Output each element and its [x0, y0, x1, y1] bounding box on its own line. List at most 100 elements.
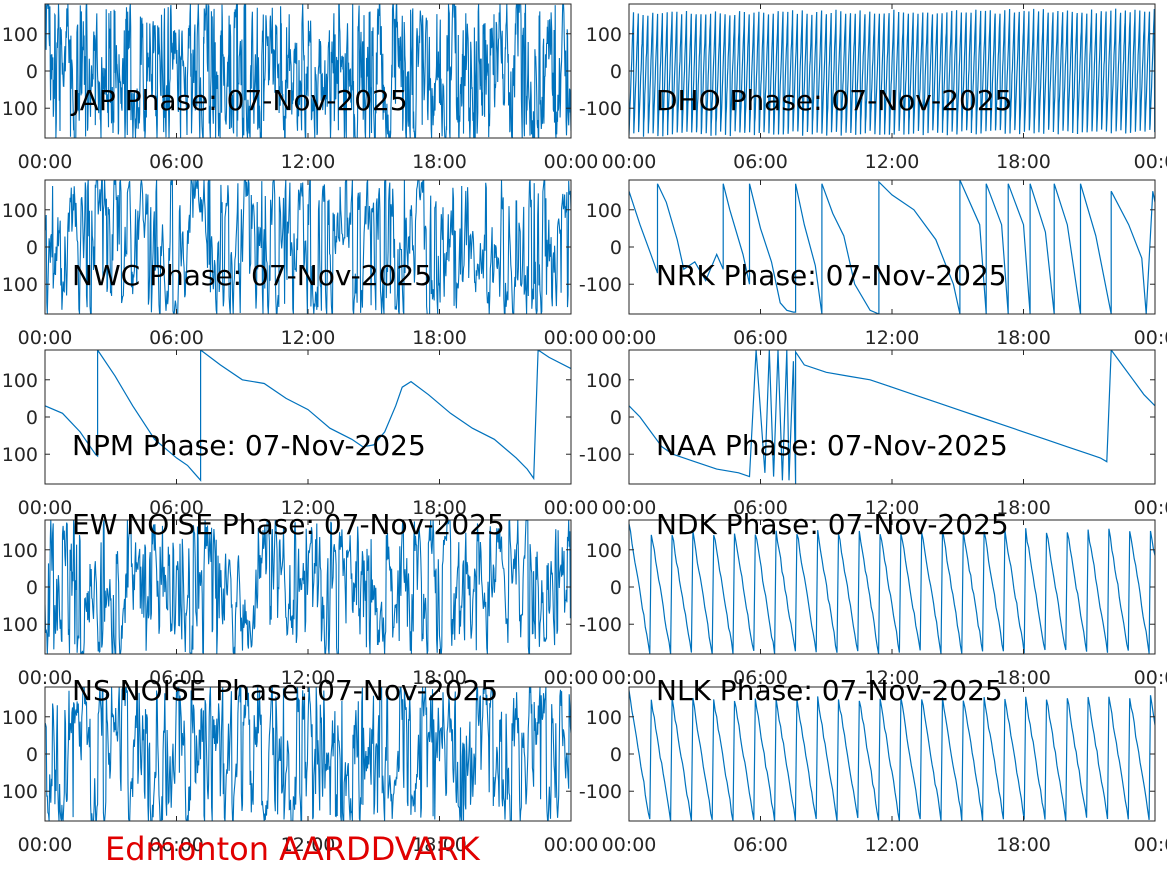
x-tick-label: 06:00 — [149, 834, 204, 856]
x-tick-label: 00:00 — [602, 497, 657, 519]
x-tick-label: 00:00 — [544, 497, 599, 519]
x-tick-label: 00:00 — [544, 834, 599, 856]
x-tick-label: 06:00 — [149, 667, 204, 689]
phase-panel: 100 0 -100 00:00 06:00 12:00 18:00 00:0 NRK Phas… — [579, 179, 1167, 349]
y-tick-label: 100 — [2, 781, 38, 803]
y-tick-label: -100 — [579, 781, 622, 803]
phase-series-line — [629, 350, 1155, 484]
panel-title: NLK Phase: 07-Nov-2025 — [656, 674, 1003, 707]
y-tick-label: 100 — [586, 540, 622, 562]
panel-title: NAA Phase: 07-Nov-2025 — [656, 429, 1008, 462]
y-tick-label: 100 — [2, 540, 38, 562]
x-tick-label: 00:0 — [1134, 151, 1167, 173]
x-tick-label: 00:00 — [602, 327, 657, 349]
phase-panel: 100 0 -100 00:00 06:00 12:00 18:00 00:0 NDK Phas… — [579, 508, 1167, 689]
x-tick-label: 18:00 — [412, 327, 467, 349]
x-tick-label: 06:00 — [733, 151, 788, 173]
x-tick-label: 00:00 — [602, 834, 657, 856]
y-tick-label: 100 — [2, 614, 38, 636]
x-tick-label: 18:00 — [412, 834, 467, 856]
y-tick-label: 0 — [610, 744, 622, 766]
x-tick-label: 18:00 — [412, 151, 467, 173]
panel-title: NDK Phase: 07-Nov-2025 — [656, 508, 1009, 541]
phase-series-line — [45, 687, 571, 821]
phase-series-line — [629, 180, 1155, 314]
axes-box — [628, 179, 1156, 315]
x-tick-label: 06:00 — [149, 327, 204, 349]
x-tick-label: 12:00 — [281, 327, 336, 349]
y-tick-label: 100 — [586, 200, 622, 222]
axes-box — [44, 349, 572, 485]
panel-title: NPM Phase: 07-Nov-2025 — [72, 429, 426, 462]
x-tick-label: 00:00 — [18, 667, 73, 689]
x-tick-label: 18:00 — [996, 151, 1051, 173]
phase-panel: 100 0 100 00:00 06:00 12:00 18:00 00:00 NWC Phas… — [2, 179, 599, 349]
y-tick-label: 100 — [2, 98, 38, 120]
x-tick-label: 06:00 — [149, 151, 204, 173]
y-tick-label: 100 — [586, 24, 622, 46]
y-tick-label: 100 — [2, 200, 38, 222]
y-tick-label: 0 — [610, 407, 622, 429]
x-tick-label: 00:0 — [1134, 497, 1167, 519]
x-tick-label: 00:00 — [602, 151, 657, 173]
phase-series-line — [45, 180, 571, 314]
y-tick-label: 0 — [610, 577, 622, 599]
panel-title: NS NOISE Phase: 07-Nov-2025 — [72, 674, 498, 707]
x-tick-label: 18:00 — [996, 497, 1051, 519]
y-tick-label: 0 — [26, 237, 38, 259]
phase-panel: 100 0 100 00:00 06:00 12:00 18:00 00:00 EW NOISE… — [2, 508, 599, 689]
y-tick-label: -100 — [579, 274, 622, 296]
y-tick-label: 0 — [610, 61, 622, 83]
x-tick-label: 12:00 — [865, 151, 920, 173]
x-tick-label: 18:00 — [996, 834, 1051, 856]
x-tick-label: 00:00 — [18, 151, 73, 173]
phase-series-line — [45, 350, 571, 482]
x-tick-label: 00:00 — [544, 327, 599, 349]
x-tick-label: 18:00 — [996, 327, 1051, 349]
phase-panel: 100 0 100 00:00 06:00 12:00 18:00 00:00 JAP Phas… — [2, 3, 599, 173]
phase-series-line — [629, 523, 1155, 654]
x-tick-label: 00:00 — [18, 497, 73, 519]
y-tick-label: 0 — [26, 61, 38, 83]
y-tick-label: 100 — [2, 444, 38, 466]
x-tick-label: 06:00 — [733, 327, 788, 349]
x-tick-label: 06:00 — [733, 497, 788, 519]
y-tick-label: 100 — [586, 707, 622, 729]
x-tick-label: 12:00 — [865, 327, 920, 349]
x-tick-label: 00:00 — [544, 151, 599, 173]
phase-panel: 100 0 -100 00:00 06:00 12:00 18:00 00:0 NLK Phas… — [579, 674, 1167, 856]
y-tick-label: 0 — [26, 577, 38, 599]
x-tick-label: 12:00 — [865, 667, 920, 689]
y-tick-label: 0 — [26, 407, 38, 429]
x-tick-label: 06:00 — [733, 834, 788, 856]
phase-series-line — [629, 8, 1155, 137]
x-tick-label: 00:0 — [1134, 834, 1167, 856]
x-tick-label: 12:00 — [281, 497, 336, 519]
x-tick-label: 18:00 — [412, 497, 467, 519]
phase-panel: 100 0 -100 00:00 06:00 12:00 18:00 00:0 NAA Phas… — [579, 349, 1167, 519]
phase-panel: 100 0 -100 00:00 06:00 12:00 18:00 00:0 DHO Phas… — [579, 3, 1167, 173]
phase-panel: 100 0 100 00:00 06:00 12:00 18:00 00:00 NPM Phas… — [2, 349, 599, 519]
panel-title: NRK Phase: 07-Nov-2025 — [656, 259, 1007, 292]
y-tick-label: -100 — [579, 98, 622, 120]
panel-title: DHO Phase: 07-Nov-2025 — [656, 84, 1012, 117]
x-tick-label: 18:00 — [996, 667, 1051, 689]
x-tick-label: 00:00 — [544, 667, 599, 689]
x-tick-label: 12:00 — [281, 151, 336, 173]
y-tick-label: 0 — [610, 237, 622, 259]
x-tick-label: 00:00 — [602, 667, 657, 689]
phase-series-line — [629, 690, 1155, 821]
footer-label: Edmonton AARDDVARK — [105, 830, 481, 868]
x-tick-label: 18:00 — [412, 667, 467, 689]
y-tick-label: 0 — [26, 744, 38, 766]
panel-title: JAP Phase: 07-Nov-2025 — [70, 84, 408, 117]
y-tick-label: 100 — [586, 370, 622, 392]
x-tick-label: 06:00 — [149, 497, 204, 519]
x-tick-label: 06:00 — [733, 667, 788, 689]
y-tick-label: 100 — [2, 274, 38, 296]
panel-title: EW NOISE Phase: 07-Nov-2025 — [72, 508, 505, 541]
x-tick-label: 12:00 — [865, 497, 920, 519]
phase-series-line — [45, 4, 571, 138]
x-tick-label: 12:00 — [865, 834, 920, 856]
